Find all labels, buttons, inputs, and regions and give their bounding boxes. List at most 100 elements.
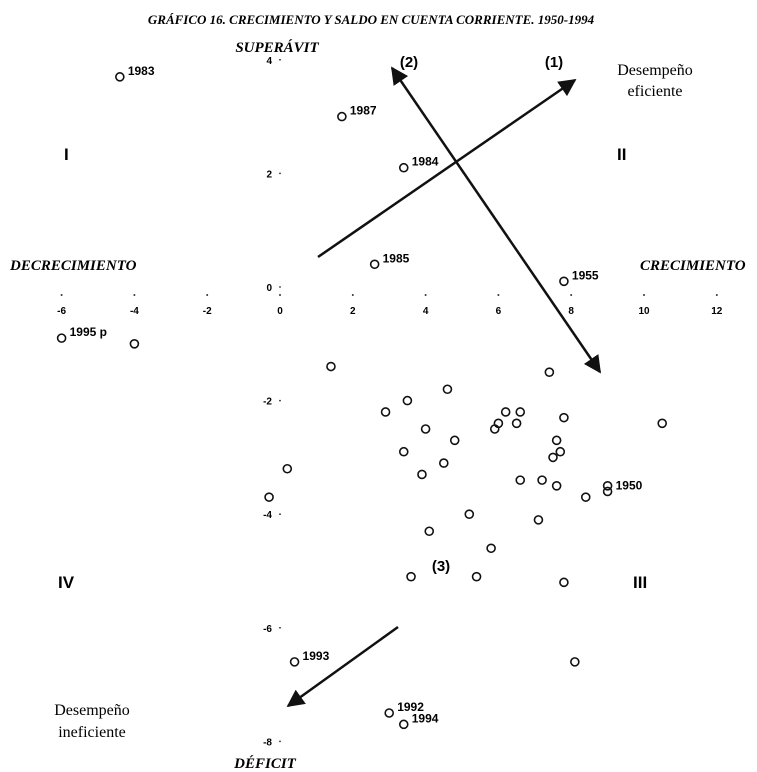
data-point (515, 475, 526, 485)
y-tick-mark (279, 172, 281, 175)
x-tick-mark (279, 294, 281, 296)
inefficient-label-line1: Desempeño (54, 702, 130, 719)
x-tick-mark (715, 294, 718, 296)
inefficient-label-line2: ineficiente (58, 724, 126, 741)
x-tick-label: 4 (423, 306, 429, 317)
labeled-data-point (337, 111, 347, 122)
y-tick-label: -8 (263, 737, 272, 748)
arrow-3 (286, 625, 399, 708)
data-point (380, 407, 391, 417)
point-label: 1985 (383, 251, 410, 265)
data-point (511, 418, 522, 429)
x-tick-mark (424, 294, 427, 296)
x-tick-label: -4 (130, 306, 139, 317)
data-point (602, 480, 613, 491)
y-axis-label-top: SUPERÁVIT (235, 39, 319, 56)
x-tick-label: 0 (277, 306, 283, 317)
x-tick-label: 8 (568, 306, 574, 317)
y-tick-label: 0 (266, 283, 272, 294)
data-point (570, 657, 580, 667)
y-tick-label: 2 (266, 169, 272, 180)
y-tick-mark (279, 58, 281, 61)
y-tick-label: 4 (266, 56, 272, 67)
data-point (471, 571, 482, 582)
chart-title: GRÁFICO 16. CRECIMIENTO Y SALDO EN CUENT… (148, 12, 595, 27)
point-label: 1955 (572, 268, 599, 282)
data-point (264, 492, 274, 502)
quadrant-label-1: I (64, 145, 69, 164)
data-point (449, 435, 460, 446)
data-point (551, 480, 562, 491)
y-tick-mark (279, 513, 281, 516)
x-tick-mark (133, 294, 136, 296)
x-tick-mark (570, 294, 573, 296)
x-tick-label: 6 (496, 306, 502, 317)
labeled-data-point (115, 72, 125, 82)
y-tick-label: -6 (263, 624, 272, 635)
labeled-data-point (289, 657, 300, 667)
point-label: 1995 p (70, 325, 107, 339)
data-point (406, 571, 416, 582)
data-point (548, 452, 558, 463)
data-point (486, 543, 496, 554)
x-tick-mark (60, 294, 63, 296)
data-point (500, 407, 511, 417)
labeled-data-point (398, 162, 409, 173)
data-point (398, 446, 409, 457)
x-tick-label: 2 (350, 306, 356, 317)
y-tick-mark (279, 399, 281, 402)
labeled-data-point (369, 259, 380, 270)
data-points (129, 338, 668, 667)
data-point (442, 384, 453, 395)
arrow-1-label: (1) (545, 54, 563, 71)
data-point (129, 338, 140, 349)
data-point (424, 526, 435, 537)
y-tick-mark (279, 626, 281, 629)
y-tick-label: -2 (263, 397, 272, 408)
x-tick-label: -2 (203, 306, 212, 317)
point-label: 1950 (616, 478, 643, 492)
quadrant-label-2: II (617, 145, 626, 164)
data-point (464, 509, 475, 520)
data-point (438, 458, 449, 468)
labeled-data-point (56, 333, 67, 343)
data-point (402, 395, 413, 406)
arrow-2 (390, 66, 602, 374)
x-tick-mark (351, 294, 354, 296)
data-point (417, 469, 427, 480)
y-axis-label-bottom: DÉFICIT (233, 755, 297, 772)
data-point (326, 361, 336, 372)
data-point (559, 577, 569, 588)
labeled-data-point (384, 708, 395, 718)
point-label: 1984 (412, 155, 439, 169)
x-tick-label: 12 (711, 306, 723, 317)
arrow-2-label: (2) (400, 54, 418, 71)
data-point (580, 492, 591, 502)
x-tick-mark (206, 294, 209, 296)
y-tick-mark (279, 286, 281, 288)
data-point (489, 424, 500, 434)
point-label: 1992 (397, 700, 424, 714)
point-label: 1983 (128, 64, 155, 78)
data-point (282, 463, 293, 474)
labeled-points: 1983 1987 1984 1985 1955 1995 p 1950 1993 199219… (56, 64, 643, 730)
y-tick-label: -4 (263, 510, 272, 521)
y-tick-labels: 4 2 0 -2 -4 -6 -8 (263, 56, 281, 748)
data-point (537, 475, 547, 485)
x-tick-mark (497, 294, 500, 296)
x-tick-label: -6 (57, 306, 66, 317)
y-tick-mark (279, 740, 281, 743)
quadrant-label-4: IV (58, 573, 75, 592)
labeled-data-point (559, 276, 569, 287)
data-point (420, 424, 431, 434)
data-point (551, 435, 562, 446)
efficient-label-line1: Desempeño (617, 62, 693, 79)
efficient-label-line2: eficiente (627, 83, 682, 100)
data-point (544, 367, 555, 378)
x-axis-label-left: DECRECIMIENTO (9, 258, 137, 274)
quadrant-label-3: III (633, 573, 647, 592)
data-point (533, 515, 544, 525)
data-point (515, 407, 526, 417)
data-point (559, 412, 569, 423)
x-tick-mark (643, 294, 645, 296)
